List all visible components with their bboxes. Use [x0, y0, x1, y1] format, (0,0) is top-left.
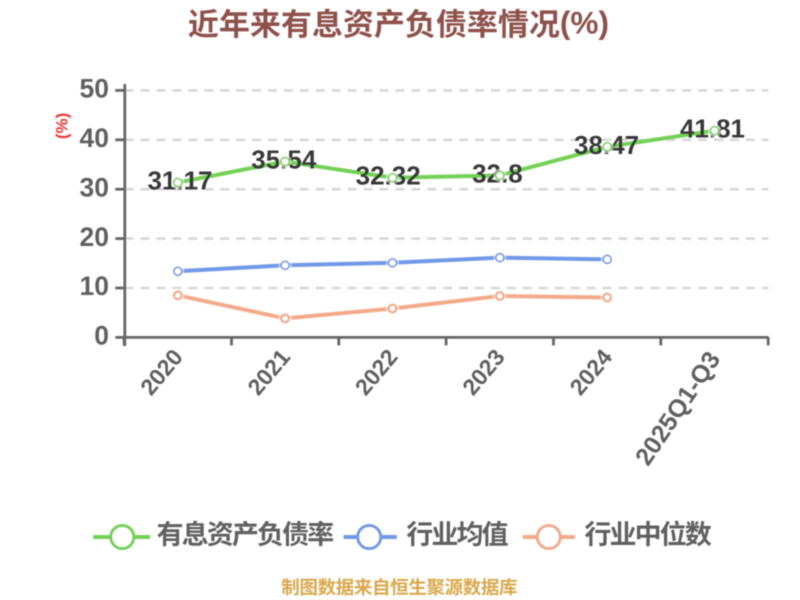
svg-text:30: 30: [80, 172, 109, 202]
svg-text:(%): (%): [53, 113, 72, 139]
svg-text:40: 40: [80, 123, 109, 153]
svg-text:(%): (%): [560, 5, 609, 41]
svg-text:0: 0: [94, 321, 109, 351]
svg-text:20: 20: [80, 222, 109, 252]
svg-text:10: 10: [80, 271, 109, 301]
svg-text:50: 50: [80, 74, 109, 104]
